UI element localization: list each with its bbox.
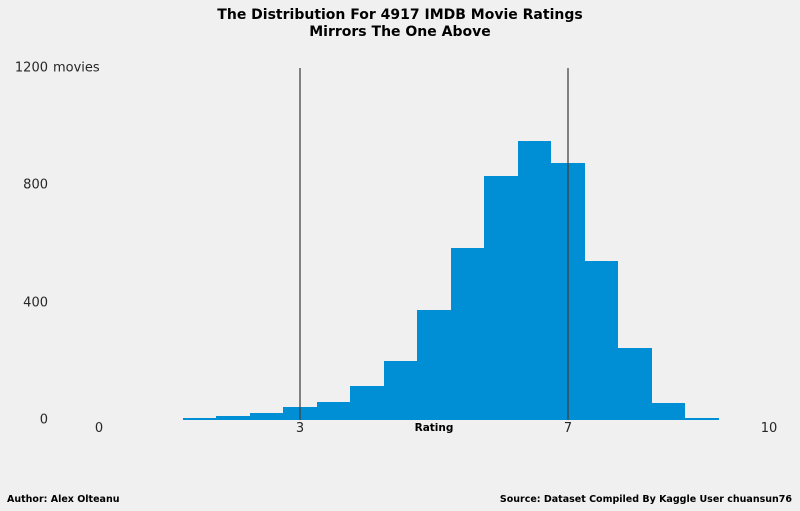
x-tick-label: 10	[760, 421, 778, 436]
x-axis-label: Rating	[414, 422, 454, 434]
reference-line	[566, 68, 570, 420]
footer-source: Source: Dataset Compiled By Kaggle User …	[499, 494, 792, 505]
y-tick-label: 1200	[14, 60, 48, 76]
x-tick-label: 7	[563, 421, 573, 436]
histogram-bar	[651, 402, 686, 420]
histogram-bar	[584, 261, 619, 420]
histogram-bar	[249, 412, 284, 420]
histogram-bar	[484, 175, 518, 420]
histogram-bar	[182, 417, 217, 420]
chart-title-line1: The Distribution For 4917 IMDB Movie Rat…	[217, 7, 583, 23]
histogram-bar	[618, 348, 652, 420]
histogram-bar	[350, 385, 384, 420]
histogram-bar	[450, 247, 485, 420]
x-tick-label: 3	[295, 421, 305, 436]
chart-title: The Distribution For 4917 IMDB Movie Rat…	[0, 7, 800, 41]
histogram-bar	[216, 415, 250, 420]
chart-title-line2: Mirrors The One Above	[309, 24, 491, 40]
y-tick-label: 0	[39, 412, 48, 428]
y-tick-label: 400	[23, 295, 48, 311]
histogram-bar	[685, 417, 719, 420]
y-axis-unit-label: movies	[53, 60, 100, 76]
y-tick-label: 800	[23, 177, 48, 193]
histogram-bar	[383, 361, 418, 420]
x-tick-label: 0	[94, 421, 104, 436]
histogram-bar	[517, 141, 552, 420]
footer-author: Author: Alex Olteanu	[7, 494, 120, 505]
histogram-bar	[417, 310, 451, 420]
histogram-bar	[316, 402, 351, 420]
reference-line	[298, 68, 302, 420]
